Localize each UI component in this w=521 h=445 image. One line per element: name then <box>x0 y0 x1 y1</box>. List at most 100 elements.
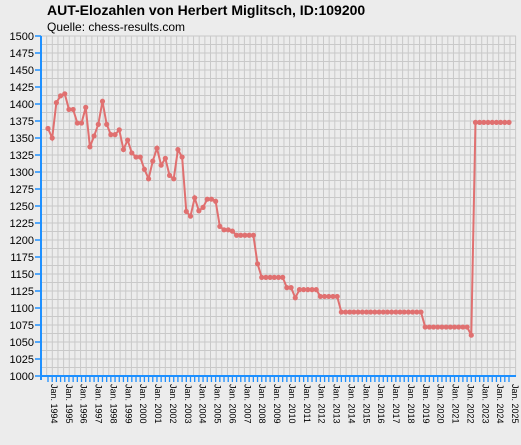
data-point <box>250 232 256 238</box>
data-point <box>200 204 206 210</box>
data-point <box>313 287 319 293</box>
chart-subtitle: Quelle: chess-results.com <box>47 20 186 34</box>
data-point <box>426 324 432 330</box>
data-point <box>460 324 466 330</box>
x-tick-label: Jan. 2018 <box>406 384 416 424</box>
y-tick-label: 1250 <box>10 201 34 213</box>
data-point <box>430 324 437 330</box>
data-point <box>187 213 194 219</box>
data-point <box>204 196 210 202</box>
x-tick-label: Jan. 2004 <box>198 384 208 424</box>
data-point <box>116 127 122 133</box>
data-point <box>317 293 324 300</box>
data-point <box>45 125 51 132</box>
data-point <box>133 154 139 160</box>
data-point <box>439 324 445 330</box>
x-tick-label: Jan. 2010 <box>287 384 297 424</box>
data-point <box>275 274 282 280</box>
data-point <box>263 274 269 280</box>
data-point <box>213 198 219 204</box>
x-tick-label: Jan. 2021 <box>451 384 461 424</box>
x-tick-label: Jan. 1994 <box>49 384 59 424</box>
y-tick-label: 1300 <box>10 167 34 179</box>
y-tick-label: 1225 <box>10 218 34 230</box>
x-tick-label: Jan. 1998 <box>108 384 118 424</box>
data-point <box>464 324 470 330</box>
x-tick-label: Jan. 2006 <box>227 384 237 424</box>
y-tick-label: 1475 <box>10 48 34 60</box>
data-point <box>498 119 504 125</box>
x-tick-label: Jan. 2025 <box>510 384 520 424</box>
data-point <box>481 119 487 125</box>
x-tick-label: Jan. 2000 <box>138 384 148 424</box>
y-tick-label: 1100 <box>10 303 34 315</box>
y-tick-label: 1150 <box>10 269 34 281</box>
data-point <box>83 104 89 110</box>
data-point <box>95 121 101 127</box>
x-tick-label: Jan. 2017 <box>391 384 401 424</box>
data-point <box>296 287 303 293</box>
x-tick-label: Jan. 1995 <box>64 384 74 424</box>
data-point <box>401 309 407 315</box>
data-point <box>309 287 315 293</box>
data-point <box>238 232 244 238</box>
data-point <box>418 309 424 315</box>
data-point <box>246 232 252 238</box>
data-point <box>351 309 357 315</box>
data-point <box>192 195 198 201</box>
data-point <box>393 309 399 315</box>
data-point <box>414 309 420 315</box>
y-tick-label: 1075 <box>10 320 34 332</box>
data-point <box>334 293 340 300</box>
data-point <box>485 119 491 125</box>
data-point <box>62 91 68 97</box>
data-point <box>397 309 403 315</box>
y-tick-label: 1050 <box>10 337 34 349</box>
data-point <box>183 208 189 215</box>
data-point <box>435 324 441 330</box>
data-point <box>372 309 378 315</box>
data-point <box>137 154 143 160</box>
data-point <box>305 287 311 293</box>
data-point <box>217 223 223 229</box>
data-point <box>166 172 173 178</box>
data-point <box>380 309 386 315</box>
y-tick-label: 1425 <box>10 82 34 94</box>
data-point <box>288 285 294 291</box>
data-point <box>259 274 265 280</box>
data-point <box>447 324 453 330</box>
data-point <box>254 261 261 267</box>
data-point <box>225 227 231 233</box>
data-point <box>322 293 328 300</box>
data-point <box>451 324 458 330</box>
data-point <box>347 309 353 315</box>
data-point <box>443 324 449 330</box>
data-point <box>405 309 412 315</box>
x-tick-label: Jan. 2001 <box>153 384 163 424</box>
data-point <box>267 274 273 280</box>
y-tick-label: 1025 <box>10 354 34 366</box>
y-tick-label: 1175 <box>10 252 34 264</box>
data-point <box>410 309 416 315</box>
data-point <box>78 120 85 126</box>
data-point <box>108 132 114 138</box>
data-point <box>53 100 59 106</box>
data-point <box>489 119 495 125</box>
data-point <box>477 119 483 125</box>
x-tick-label: Jan. 2016 <box>376 384 386 424</box>
x-tick-label: Jan. 2011 <box>302 384 312 423</box>
x-tick-label: Jan. 2022 <box>465 384 475 424</box>
data-point <box>175 146 181 153</box>
data-point <box>112 132 118 138</box>
x-tick-label: Jan. 2012 <box>317 384 327 424</box>
data-point <box>49 135 55 141</box>
x-tick-label: Jan. 1999 <box>123 384 133 424</box>
x-tick-label: Jan. 2019 <box>421 384 431 424</box>
data-point <box>363 309 370 315</box>
x-tick-label: Jan. 2015 <box>361 384 371 424</box>
data-point <box>99 98 106 104</box>
y-tick-label: 1375 <box>10 116 34 128</box>
data-point <box>229 228 235 234</box>
y-tick-label: 1125 <box>10 286 34 298</box>
